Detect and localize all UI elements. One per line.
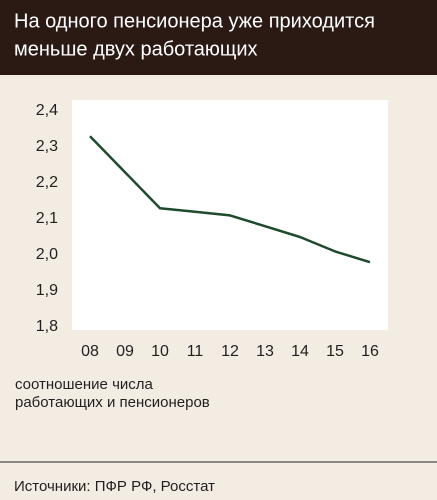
y-tick-label: 2,4 xyxy=(36,102,58,119)
x-tick-label: 16 xyxy=(361,343,379,360)
y-tick-label: 1,9 xyxy=(36,282,58,299)
y-tick-label: 2,2 xyxy=(36,174,58,191)
y-tick-label: 1,8 xyxy=(36,318,58,335)
x-tick-label: 11 xyxy=(187,343,204,360)
x-tick-label: 09 xyxy=(116,343,134,360)
x-tick-label: 08 xyxy=(81,343,99,360)
y-tick-label: 2,1 xyxy=(36,210,58,227)
y-tick-label: 2,0 xyxy=(36,246,58,263)
chart-title: меньше двух работающих xyxy=(14,38,258,60)
x-tick-label: 14 xyxy=(291,343,309,360)
data-line xyxy=(89,135,371,264)
x-tick-label: 12 xyxy=(221,343,239,360)
axis-label: работающих и пенсионеров xyxy=(15,394,210,411)
x-tick-label: 13 xyxy=(256,343,274,360)
y-tick-label: 2,3 xyxy=(36,138,58,155)
x-tick-label: 15 xyxy=(326,343,344,360)
header xyxy=(0,0,437,75)
chart-title: На одного пенсионера уже приходится xyxy=(14,10,375,32)
x-tick-label: 10 xyxy=(151,343,169,360)
axis-label: соотношение числа xyxy=(15,376,154,393)
source: Источники: ПФР РФ, Росстат xyxy=(14,478,215,495)
